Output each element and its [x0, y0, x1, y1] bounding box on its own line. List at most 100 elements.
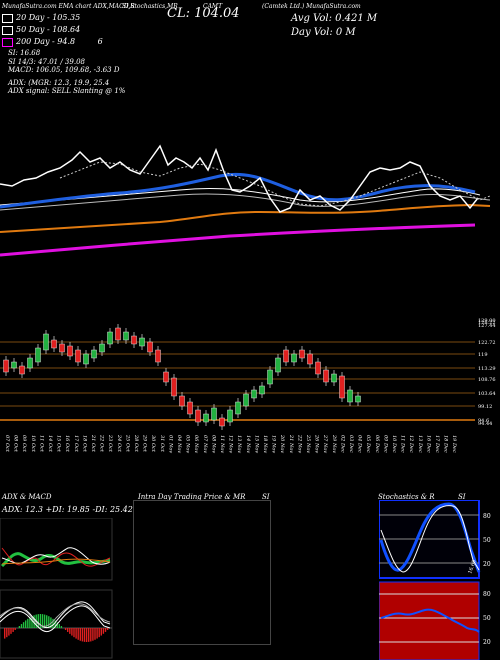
candle — [291, 353, 297, 363]
adx-orange-line — [1, 558, 111, 565]
candle — [179, 395, 185, 407]
date-label: 13 Dec — [417, 435, 423, 453]
candle — [275, 357, 281, 373]
date-label: 21 Nov — [288, 434, 294, 453]
price-line — [0, 144, 479, 213]
date-label: 04 Nov — [176, 435, 182, 453]
candle — [35, 347, 41, 363]
macd-bar — [98, 628, 100, 638]
price-level-label: 99.12 — [478, 404, 492, 410]
adx-mgr: ADX: (MGR: 12.3, 19.9, 25.4 — [8, 79, 110, 87]
stoch-corner-label: 16.68 — [467, 559, 478, 575]
macd-bar — [81, 628, 84, 642]
macd-bar — [39, 614, 42, 628]
date-label: 25 Oct — [124, 434, 130, 453]
candle — [99, 343, 105, 353]
macd-bar — [88, 628, 90, 642]
candle — [243, 393, 249, 407]
date-label: 21 Oct — [90, 434, 96, 453]
macd-bar — [104, 628, 107, 632]
date-label: 16 Dec — [425, 435, 431, 453]
candle — [83, 353, 89, 365]
ema-20-line — [0, 193, 491, 211]
macd-bar — [20, 624, 23, 628]
macd-bar — [29, 617, 31, 628]
adx-signal: ADX signal: SELL Slanting @ 1% — [8, 87, 126, 95]
day-volume: Day Vol: 0 M — [291, 27, 356, 38]
date-label: 20 Nov — [279, 434, 285, 453]
intraday-panel-title: Intra Day Trading Price & MR — [138, 493, 246, 501]
date-label: 11 Oct — [38, 435, 44, 453]
candle — [299, 349, 305, 359]
candle — [67, 345, 73, 357]
date-label: 17 Dec — [434, 435, 440, 453]
price-level-label: 127.44 — [478, 323, 496, 329]
candle — [171, 377, 177, 397]
macd-bar — [102, 628, 105, 634]
date-label: 01 Nov — [167, 435, 173, 453]
macd-bar — [77, 628, 79, 640]
macd-bar — [58, 624, 60, 628]
candle — [27, 357, 33, 369]
macd-value: MACD: 106.05, 109.68, -3.63 D — [8, 66, 120, 74]
date-label: 17 Oct — [73, 435, 79, 453]
intraday-si-title: SI — [262, 493, 270, 501]
date-label: 05 Dec — [365, 435, 371, 453]
si-value: SI: 16.68 — [8, 49, 41, 57]
macd-bar — [94, 628, 96, 640]
date-label: 22 Oct — [99, 434, 105, 453]
price-level-label: 129.00 — [478, 318, 496, 324]
ema-legend-50: 50 Day - 108.64 — [2, 25, 80, 35]
macd-bar — [106, 628, 109, 630]
candle — [355, 395, 361, 403]
macd-bar — [18, 626, 21, 628]
header-company: (Camtek Ltd.) MunafaSutra.com — [262, 3, 361, 10]
candle — [259, 385, 265, 395]
date-label: 10 Dec — [391, 435, 397, 453]
header-top-left: MunafaSutra.com EMA chart ADX,MACD,R — [2, 3, 135, 10]
date-label: 09 Oct — [21, 435, 27, 453]
date-label: 18 Nov — [262, 435, 268, 453]
price-level-label: 128.22 — [478, 320, 496, 326]
ema-200-line — [0, 223, 476, 257]
macd-bar — [92, 628, 94, 641]
candle — [283, 349, 289, 363]
macd-bar — [12, 628, 14, 632]
date-label: 07 Oct — [4, 435, 10, 453]
candle — [195, 409, 201, 423]
macd-bar — [56, 622, 58, 628]
candle — [267, 369, 273, 385]
stoch-si-title: SI — [458, 493, 466, 501]
si-14-3-value: SI 14/3: 47.01 / 39.08 — [8, 58, 85, 66]
candle — [91, 349, 97, 359]
macd-bar — [25, 620, 27, 628]
date-label: 23 Oct — [107, 434, 113, 453]
macd-bar — [8, 628, 10, 636]
candle — [139, 337, 145, 347]
macd-bar — [83, 628, 86, 642]
date-label: 14 Oct — [47, 435, 53, 453]
ema-200-swatch — [2, 37, 13, 47]
ema-extra-value: 6 — [97, 37, 103, 46]
date-label: 22 Nov — [296, 434, 302, 453]
date-label: 11 Nov — [219, 435, 225, 453]
candle — [75, 349, 81, 363]
price-level-label: 108.76 — [478, 377, 496, 383]
macd-bar — [52, 618, 54, 628]
macd-bar — [75, 628, 77, 639]
candle — [187, 401, 193, 415]
price-dotted-line — [59, 161, 491, 207]
date-label: 02 Dec — [339, 435, 345, 453]
candle — [19, 365, 25, 375]
date-label: 09 Dec — [382, 435, 388, 453]
macd-bar — [43, 614, 46, 628]
candle — [155, 349, 161, 363]
candle — [163, 371, 169, 383]
macd-bar — [67, 628, 69, 632]
stochastics-panel: 80 50 20 16.68 80 50 20 — [379, 500, 491, 660]
date-label: 11 Dec — [400, 435, 406, 453]
date-label: 25 Nov — [305, 434, 311, 453]
date-label: 31 Oct — [159, 435, 165, 453]
